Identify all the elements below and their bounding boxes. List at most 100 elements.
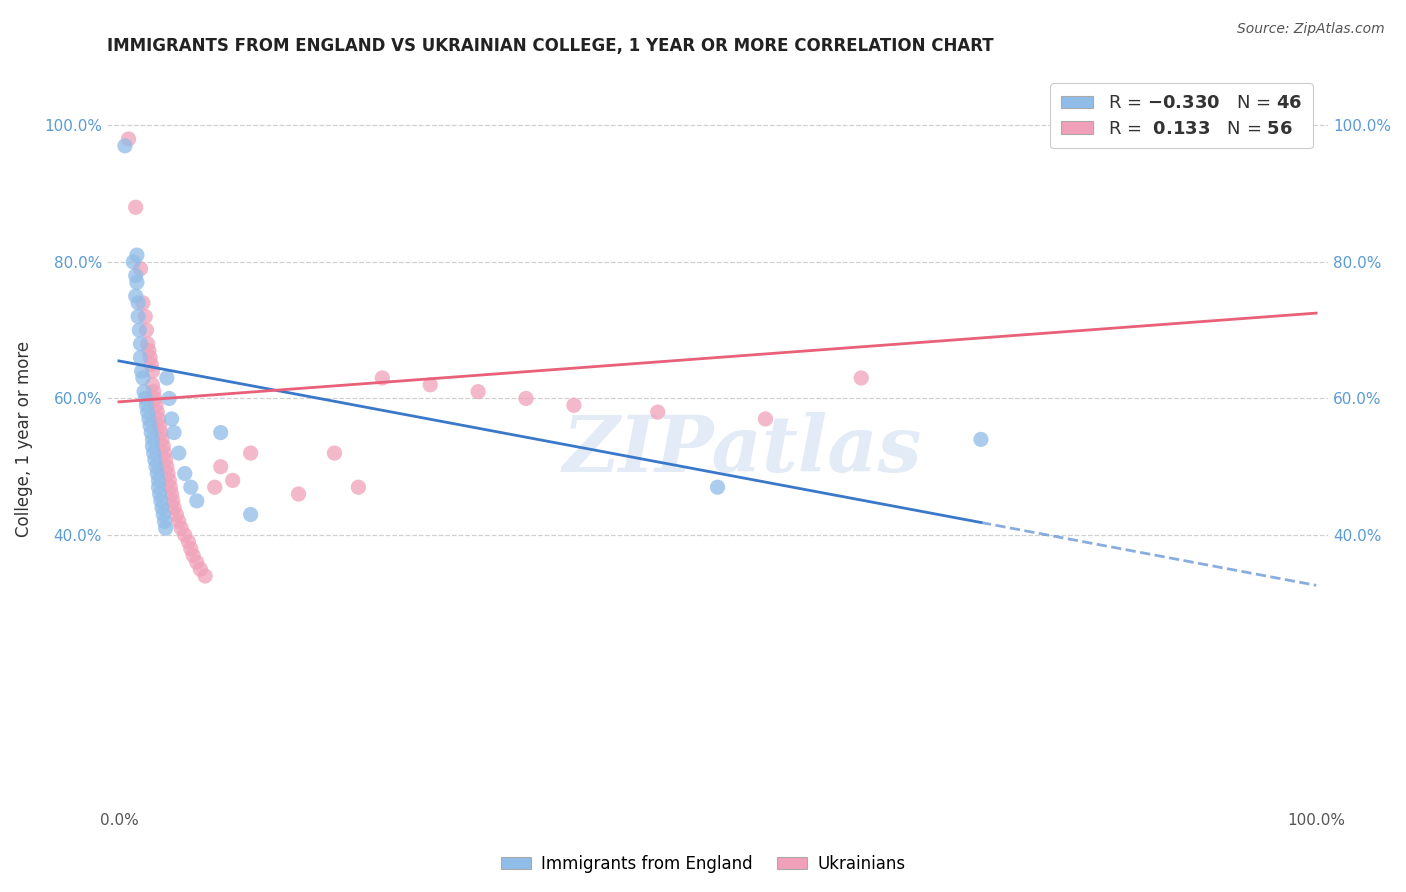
Point: [114, 139, 136, 153]
Point: [139, 351, 162, 365]
Point: [163, 500, 186, 515]
Point: [136, 405, 159, 419]
Point: [1257, 132, 1279, 146]
Point: [149, 487, 172, 501]
Point: [754, 412, 776, 426]
Point: [117, 132, 139, 146]
Point: [157, 392, 180, 406]
Point: [129, 261, 152, 276]
Point: [173, 467, 195, 481]
Point: [221, 474, 243, 488]
Point: [186, 555, 208, 569]
Point: [142, 384, 165, 399]
Point: [138, 343, 160, 358]
Point: [127, 310, 149, 324]
Point: [148, 412, 170, 426]
Point: [129, 351, 152, 365]
Y-axis label: College, 1 year or more: College, 1 year or more: [15, 342, 32, 538]
Point: [162, 493, 184, 508]
Point: [160, 412, 183, 426]
Point: [239, 508, 262, 522]
Point: [209, 459, 232, 474]
Point: [155, 521, 177, 535]
Point: [239, 446, 262, 460]
Point: [142, 446, 165, 460]
Point: [125, 276, 148, 290]
Point: [149, 418, 172, 433]
Point: [150, 500, 173, 515]
Legend: Immigrants from England, Ukrainians: Immigrants from England, Ukrainians: [494, 848, 912, 880]
Point: [204, 480, 226, 494]
Point: [419, 377, 441, 392]
Point: [152, 508, 174, 522]
Point: [135, 398, 157, 412]
Point: [149, 493, 172, 508]
Point: [134, 310, 156, 324]
Point: [157, 474, 180, 488]
Point: [143, 392, 166, 406]
Point: [562, 398, 585, 412]
Point: [141, 433, 163, 447]
Point: [141, 364, 163, 378]
Text: Source: ZipAtlas.com: Source: ZipAtlas.com: [1237, 22, 1385, 37]
Point: [122, 255, 145, 269]
Point: [180, 541, 202, 556]
Point: [180, 480, 202, 494]
Point: [323, 446, 346, 460]
Point: [131, 364, 153, 378]
Point: [347, 480, 370, 494]
Point: [132, 371, 155, 385]
Point: [287, 487, 309, 501]
Point: [706, 480, 728, 494]
Point: [153, 446, 176, 460]
Point: [647, 405, 669, 419]
Point: [135, 323, 157, 337]
Point: [148, 480, 170, 494]
Point: [128, 323, 150, 337]
Point: [155, 453, 177, 467]
Point: [159, 480, 181, 494]
Point: [125, 200, 148, 214]
Point: [125, 268, 148, 283]
Point: [138, 412, 160, 426]
Point: [163, 425, 186, 440]
Point: [152, 439, 174, 453]
Point: [145, 459, 167, 474]
Point: [156, 459, 179, 474]
Point: [173, 528, 195, 542]
Point: [190, 562, 212, 576]
Point: [139, 418, 162, 433]
Point: [157, 467, 180, 481]
Point: [141, 439, 163, 453]
Point: [141, 425, 163, 440]
Point: [132, 384, 155, 399]
Point: [129, 336, 152, 351]
Point: [209, 425, 232, 440]
Point: [156, 371, 179, 385]
Point: [970, 433, 993, 447]
Point: [141, 377, 163, 392]
Point: [165, 508, 187, 522]
Legend: R = $\mathbf{-0.330}$   N = $\mathbf{46}$, R =  $\mathbf{0.133}$   N = $\mathbf{: R = $\mathbf{-0.330}$ N = $\mathbf{46}$,…: [1050, 84, 1313, 148]
Point: [149, 425, 172, 440]
Point: [170, 521, 193, 535]
Point: [467, 384, 489, 399]
Point: [851, 371, 873, 385]
Point: [132, 296, 155, 310]
Point: [134, 392, 156, 406]
Point: [143, 453, 166, 467]
Point: [186, 493, 208, 508]
Point: [177, 534, 200, 549]
Point: [167, 514, 190, 528]
Point: [148, 474, 170, 488]
Point: [145, 398, 167, 412]
Point: [125, 248, 148, 262]
Point: [150, 433, 173, 447]
Point: [194, 569, 217, 583]
Point: [141, 357, 163, 371]
Point: [127, 296, 149, 310]
Point: [515, 392, 537, 406]
Point: [181, 549, 204, 563]
Point: [136, 336, 159, 351]
Point: [167, 446, 190, 460]
